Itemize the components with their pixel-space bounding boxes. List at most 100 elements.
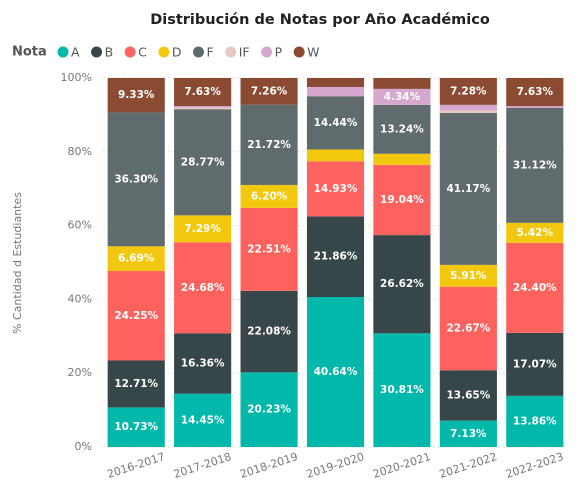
legend-label: W — [307, 45, 319, 60]
legend-label: P — [275, 45, 283, 60]
bar-segment — [174, 107, 232, 110]
legend-marker — [124, 46, 136, 58]
legend-label: B — [105, 45, 114, 60]
bar-segment — [439, 104, 497, 111]
legend-label: IF — [239, 45, 250, 60]
data-label: 22.51% — [247, 243, 291, 255]
legend-marker — [225, 46, 237, 58]
x-tick-label: 2021-2022 — [438, 450, 499, 481]
data-label: 7.13% — [450, 428, 487, 440]
data-label: 24.40% — [513, 282, 557, 294]
legend-marker — [293, 46, 305, 58]
data-label: 40.64% — [314, 366, 358, 378]
x-tick-label: 2019-2020 — [305, 450, 366, 481]
bar-segment — [506, 222, 564, 243]
data-label: 16.36% — [181, 357, 225, 369]
data-label: 22.67% — [446, 322, 490, 334]
legend-marker — [261, 46, 273, 58]
x-tick-label: 2022-2023 — [504, 450, 565, 481]
data-label: 36.30% — [114, 173, 158, 185]
bar-segment — [506, 332, 564, 396]
bar-segment — [506, 106, 564, 108]
bar-segment — [174, 393, 232, 447]
bar-segment — [506, 78, 564, 107]
bar-segment — [174, 333, 232, 394]
bar-segment — [373, 153, 431, 165]
data-label: 24.68% — [181, 282, 225, 294]
bar-segment — [439, 370, 497, 421]
bar-segment — [306, 96, 365, 150]
legend-marker — [91, 46, 103, 58]
x-tick-label: 2016-2017 — [106, 450, 167, 481]
data-label: 22.08% — [247, 326, 291, 338]
bar-segment — [306, 216, 365, 298]
bar-segment — [240, 184, 298, 208]
data-label: 14.44% — [314, 117, 358, 129]
bar-segment — [107, 77, 165, 113]
data-label: 4.34% — [384, 91, 421, 103]
data-label: 20.23% — [247, 404, 291, 416]
bar-segment — [439, 110, 497, 113]
data-label: 21.86% — [314, 251, 358, 263]
data-label: 9.33% — [118, 89, 155, 101]
bar-segment — [506, 395, 564, 447]
bar-segment — [373, 333, 431, 447]
data-label: 13.65% — [446, 390, 490, 402]
bar-segment — [439, 264, 497, 287]
bar-segment — [174, 109, 232, 216]
data-label: 5.42% — [517, 227, 554, 239]
bar-segment — [306, 149, 365, 162]
bar-segment — [306, 86, 365, 97]
data-label: 31.12% — [513, 159, 557, 171]
bar-segment — [107, 246, 165, 272]
data-label: 10.73% — [114, 421, 158, 433]
x-tick-label: 2020-2021 — [371, 450, 432, 481]
legend-marker — [158, 46, 170, 58]
bar-segment — [174, 106, 232, 108]
data-label: 14.93% — [314, 183, 358, 195]
data-label: 26.62% — [380, 278, 424, 290]
data-label: 6.20% — [251, 190, 288, 202]
x-tick-label: 2017-2018 — [172, 450, 233, 481]
data-label: 7.26% — [251, 85, 288, 97]
legend-label: D — [172, 45, 182, 60]
data-label: 7.28% — [450, 85, 487, 97]
data-label: 13.86% — [513, 415, 557, 427]
y-axis-title: % Cantidad d Estudiantes — [11, 192, 24, 334]
data-label: 17.07% — [513, 358, 557, 370]
bar-segment — [373, 164, 431, 236]
bar-segment — [439, 420, 497, 447]
data-label: 30.81% — [380, 384, 424, 396]
x-tick-label: 2018-2019 — [238, 450, 299, 481]
y-tick-label: 0% — [75, 440, 92, 453]
legend-label: C — [138, 45, 147, 60]
bar-segment — [506, 107, 564, 223]
bar-segment — [306, 297, 365, 447]
bar-segment — [240, 207, 298, 291]
bar-segment — [373, 88, 431, 105]
legend-title: Nota — [12, 45, 47, 60]
bar-segment — [240, 78, 298, 105]
data-label: 41.17% — [446, 183, 490, 195]
data-label: 5.91% — [450, 270, 487, 282]
data-label: 6.69% — [118, 253, 155, 265]
bar-segment — [107, 271, 165, 361]
legend-label: F — [207, 45, 214, 60]
data-label: 12.71% — [114, 378, 158, 390]
data-label: 24.25% — [114, 310, 158, 322]
legend-marker — [193, 46, 205, 58]
bar-segment — [174, 78, 232, 107]
bar-segment — [506, 242, 564, 333]
bar-segment — [107, 112, 165, 247]
bar-segment — [107, 407, 165, 447]
legend-marker — [57, 46, 69, 58]
bar-segment — [240, 290, 298, 373]
y-tick-label: 20% — [68, 366, 92, 379]
bar-segment — [373, 104, 431, 154]
data-label: 14.45% — [181, 414, 225, 426]
bar-segment — [306, 161, 365, 217]
bar-segment — [373, 78, 431, 89]
bar-segment — [240, 372, 298, 447]
data-label: 7.63% — [517, 86, 554, 98]
